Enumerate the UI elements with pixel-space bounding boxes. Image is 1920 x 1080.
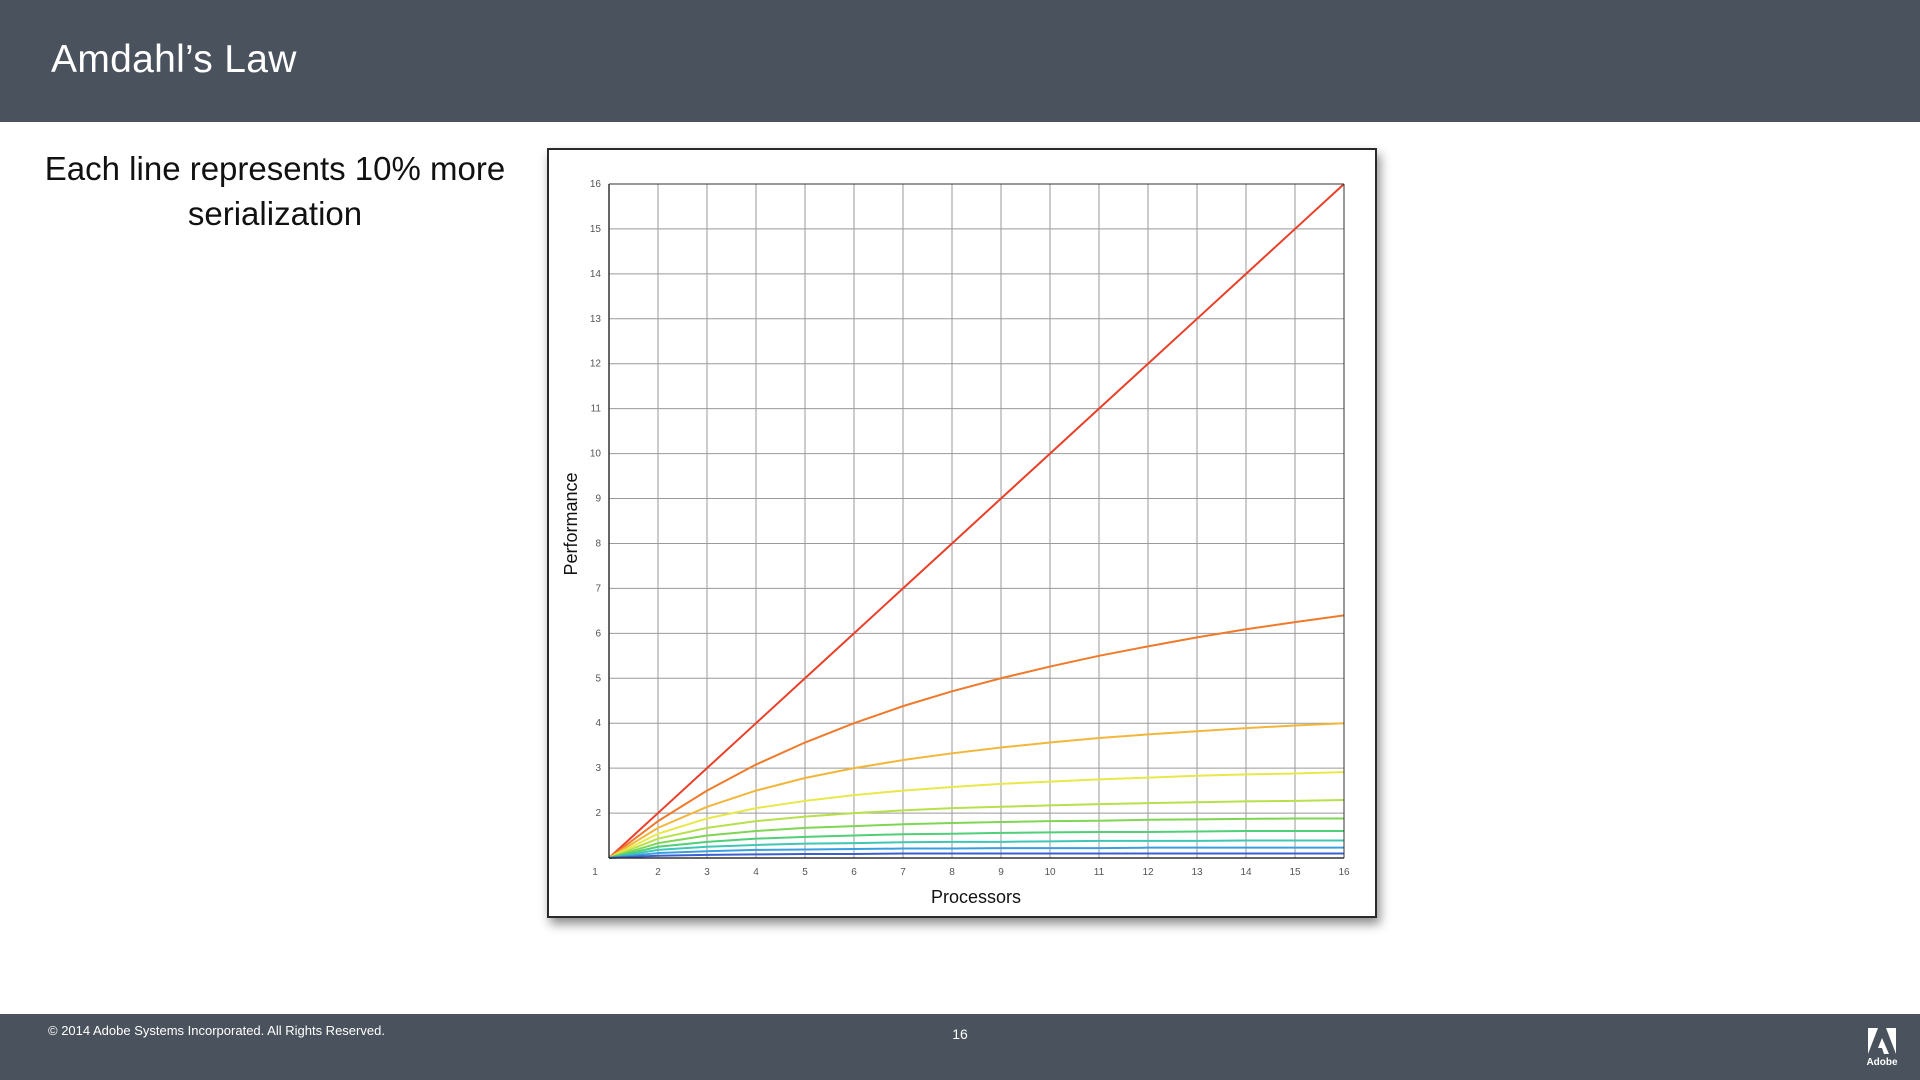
- series-line-7: [608, 830, 1344, 859]
- chart-series: [608, 183, 1345, 859]
- y-tick-label: 6: [595, 628, 601, 639]
- series-line-9: [608, 846, 1344, 859]
- y-tick-label: 10: [590, 449, 602, 460]
- copyright-text: © 2014 Adobe Systems Incorporated. All R…: [48, 1023, 385, 1038]
- page-number: 16: [952, 1026, 968, 1042]
- y-tick-label: 5: [595, 673, 601, 684]
- x-tick-label: 7: [900, 867, 906, 878]
- y-tick-label: 13: [590, 314, 602, 325]
- chart-grid: [609, 183, 1345, 858]
- series-line-6: [608, 817, 1344, 859]
- series-line-4: [608, 771, 1345, 859]
- y-tick-label: 12: [590, 359, 602, 370]
- x-tick-label: 3: [704, 867, 710, 878]
- chart-axes: [608, 183, 1345, 859]
- series-line-2: [608, 614, 1345, 859]
- x-tick-label: 5: [802, 867, 808, 878]
- y-tick-label: 16: [590, 179, 602, 190]
- y-tick-label: 8: [595, 538, 601, 549]
- x-tick-label: 1: [592, 867, 598, 878]
- x-tick-label: 2: [655, 867, 661, 878]
- adobe-logo-text: Adobe: [1866, 1057, 1898, 1068]
- x-tick-label: 12: [1142, 867, 1154, 878]
- adobe-logo-icon: [1868, 1028, 1896, 1054]
- series-line-5: [608, 799, 1345, 859]
- y-tick-label: 2: [595, 808, 601, 819]
- x-tick-label: 8: [949, 867, 955, 878]
- x-tick-label: 11: [1094, 867, 1105, 878]
- adobe-logo: Adobe: [1862, 1026, 1902, 1070]
- x-tick-label: 16: [1338, 867, 1350, 878]
- y-tick-label: 11: [591, 404, 602, 415]
- y-tick-label: 14: [590, 269, 602, 280]
- series-line-8: [608, 839, 1344, 859]
- x-tick-label: 15: [1289, 867, 1301, 878]
- x-axis-label: Processors: [931, 887, 1021, 907]
- x-tick-label: 14: [1240, 867, 1252, 878]
- slide-title: Amdahl’s Law: [51, 38, 297, 81]
- x-tick-label: 10: [1044, 867, 1056, 878]
- y-axis-label: Performance: [561, 472, 581, 575]
- x-tick-label: 4: [753, 867, 759, 878]
- y-tick-label: 3: [595, 763, 601, 774]
- title-bar: Amdahl’s Law: [0, 0, 1920, 122]
- x-tick-label: 6: [851, 867, 857, 878]
- series-line-1: [608, 183, 1345, 859]
- chart-ticks: 1 2 3 4 5 6 7 8 9 10 11 12 13 14 15 1623456789101112131…: [590, 179, 1350, 878]
- series-line-10: [608, 852, 1344, 859]
- slide-caption: Each line represents 10% more serializat…: [44, 150, 506, 232]
- y-tick-label: 15: [590, 224, 602, 235]
- x-tick-label: 9: [998, 867, 1004, 878]
- y-tick-label: 9: [595, 494, 601, 505]
- footer-bar: [0, 1014, 1920, 1080]
- series-line-3: [608, 722, 1345, 859]
- chart-frame: 1 2 3 4 5 6 7 8 9 10 11 12 13 14 15 16 2 3 4 5 6 7 8 9 10 11 12 13 1…: [547, 148, 1377, 918]
- y-tick-label: 4: [595, 718, 601, 729]
- x-tick-label: 13: [1191, 867, 1203, 878]
- y-tick-label: 7: [595, 583, 601, 594]
- amdahl-chart: 1 2 3 4 5 6 7 8 9 10 11 12 13 14 15 1623456789101112131…: [561, 179, 1350, 907]
